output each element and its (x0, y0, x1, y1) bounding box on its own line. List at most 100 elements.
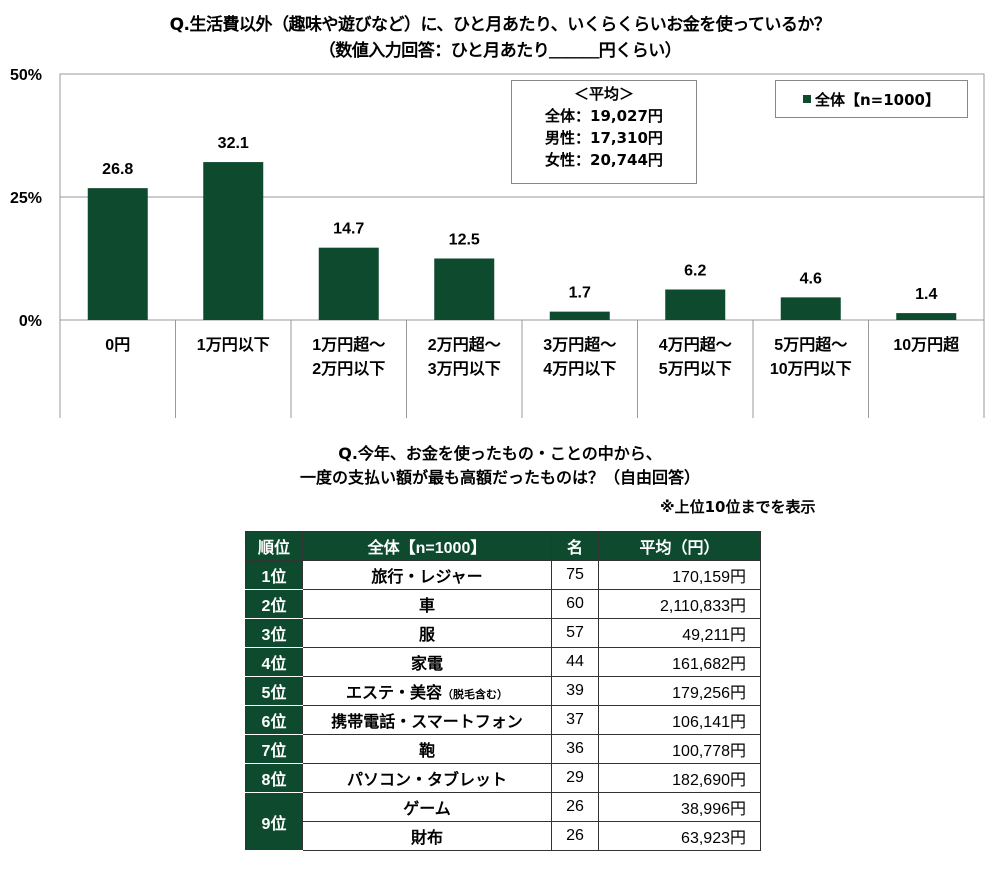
average-cell: 179,256円 (598, 676, 761, 706)
x-tick-label: 0円 (105, 336, 130, 354)
average-total: 全体：19,027円 (545, 107, 663, 125)
item-name: ゲーム (403, 801, 451, 818)
item-name: 携帯電話・スマートフォン (331, 714, 523, 731)
average-cell: 182,690円 (598, 763, 761, 793)
count-cell: 29 (551, 763, 599, 793)
table-row: 9位 ゲーム 26 38,996円 (245, 792, 761, 851)
x-tick-label: 5万円超～ (774, 335, 847, 354)
table-note: ※上位10位までを表示 (660, 498, 816, 516)
x-tick-label: 4万円以下 (543, 360, 616, 378)
bar (780, 297, 841, 320)
table-row: 財布 26 63,923円 (246, 821, 761, 851)
table-row: 6位 携帯電話・スマートフォン 37 106,141円 (245, 705, 761, 735)
data-label: 26.8 (102, 161, 133, 178)
rank-cell: 5位 (245, 676, 303, 706)
table-row: 5位 エステ・美容（脱毛含む） 39 179,256円 (245, 676, 761, 706)
item-cell: エステ・美容（脱毛含む） (302, 676, 552, 706)
average-cell: 161,682円 (598, 647, 761, 677)
rank-cell: 2位 (245, 589, 303, 619)
x-tick-label: 10万円以下 (770, 360, 852, 378)
legend-label: 全体【n=1000】 (815, 90, 940, 109)
header-rank: 順位 (245, 531, 303, 561)
bar (434, 258, 495, 320)
average-male: 男性：17,310円 (545, 129, 663, 147)
data-label: 32.1 (218, 135, 249, 152)
item-name: 家電 (410, 656, 443, 673)
item-cell: 旅行・レジャー (302, 560, 552, 590)
count-cell: 44 (551, 647, 599, 677)
average-cell: 170,159円 (598, 560, 761, 590)
x-tick-label: 1万円以下 (197, 336, 270, 354)
average-cell: 2,110,833円 (598, 589, 761, 619)
legend: 全体【n=1000】 (775, 80, 968, 118)
item-name: 鞄 (418, 743, 435, 760)
data-label: 4.6 (800, 270, 822, 287)
bar (87, 188, 148, 320)
item-cell: 家電 (302, 647, 552, 677)
x-tick-label: 1万円超～ (312, 335, 385, 354)
item-cell: 携帯電話・スマートフォン (302, 705, 552, 735)
ranking-table: 順位 全体【n=1000】 名 平均（円） 1位 旅行・レジャー 75 170,159… (245, 531, 761, 851)
average-cell: 63,923円 (598, 821, 761, 851)
table-row: 3位 服 57 49,211円 (245, 618, 761, 648)
table-title-line2: 一度の支払い額が最も高額だったものは？（自由回答） (299, 468, 700, 487)
item-cell: 車 (302, 589, 552, 619)
item-name: 車 (418, 598, 435, 615)
table-row: 2位 車 60 2,110,833円 (245, 589, 761, 619)
item-name: エステ・美容 (345, 685, 442, 702)
count-cell: 36 (551, 734, 599, 764)
count-cell: 57 (551, 618, 599, 648)
item-cell: 鞄 (302, 734, 552, 764)
bar-chart: 0% 25% 50% 26.8 0円 32.1 1万円以下 14.7 1万円超～ 2万円以下 12.… (10, 67, 985, 418)
table-row: 4位 家電 44 161,682円 (245, 647, 761, 677)
y-tick-label: 0% (19, 313, 42, 330)
average-cell: 100,778円 (598, 734, 761, 764)
data-label: 1.4 (915, 286, 937, 303)
y-tick-label: 50% (10, 67, 42, 84)
rank-cell: 1位 (245, 560, 303, 590)
average-female: 女性：20,744円 (545, 151, 663, 169)
bar (896, 313, 957, 320)
bar (549, 311, 610, 320)
item-cell: 服 (302, 618, 552, 648)
header-item: 全体【n=1000】 (302, 531, 552, 561)
rank-cell: 3位 (245, 618, 303, 648)
average-cell: 38,996円 (598, 792, 761, 822)
table-row: 8位 パソコン・タブレット 29 182,690円 (245, 763, 761, 793)
average-cell: 49,211円 (598, 618, 761, 648)
count-cell: 75 (551, 560, 599, 590)
count-cell: 37 (551, 705, 599, 735)
table-title-line1: Q.今年、お金を使ったもの・ことの中から、 (338, 444, 662, 463)
table-row: 1位 旅行・レジャー 75 170,159円 (245, 560, 761, 590)
average-cell: 106,141円 (598, 705, 761, 735)
table-row: 7位 鞄 36 100,778円 (245, 734, 761, 764)
x-tick-label: 3万円以下 (428, 360, 501, 378)
item-note: （脱毛含む） (442, 689, 508, 701)
x-tick-label: 4万円超～ (659, 335, 732, 354)
rank-cell: 6位 (245, 705, 303, 735)
header-count: 名 (551, 531, 599, 561)
data-label: 1.7 (569, 285, 591, 302)
item-name: パソコン・タブレット (346, 772, 507, 789)
x-tick-label: 2万円超～ (428, 335, 501, 354)
average-heading: ＜平均＞ (573, 85, 634, 103)
x-tick-label: 2万円以下 (312, 360, 385, 378)
item-name: 財布 (410, 830, 443, 847)
data-label: 6.2 (684, 262, 706, 279)
count-cell: 60 (551, 589, 599, 619)
item-name: 旅行・レジャー (371, 569, 483, 586)
x-tick-label: 5万円以下 (659, 360, 732, 378)
bar (318, 247, 379, 320)
count-cell: 26 (551, 792, 599, 822)
chart-subtitle: （数値入力回答：ひと月あたり＿＿＿円くらい） (318, 41, 682, 61)
item-cell: 財布 (302, 821, 552, 851)
rank-cell: 7位 (245, 734, 303, 764)
data-label: 12.5 (449, 232, 480, 249)
legend-swatch (803, 95, 811, 103)
rank-cell: 9位 (245, 792, 303, 851)
rank-cell: 4位 (245, 647, 303, 677)
x-tick-label: 3万円超～ (543, 335, 616, 354)
y-tick-label: 25% (10, 190, 42, 207)
x-tick-label: 10万円超 (893, 335, 960, 354)
